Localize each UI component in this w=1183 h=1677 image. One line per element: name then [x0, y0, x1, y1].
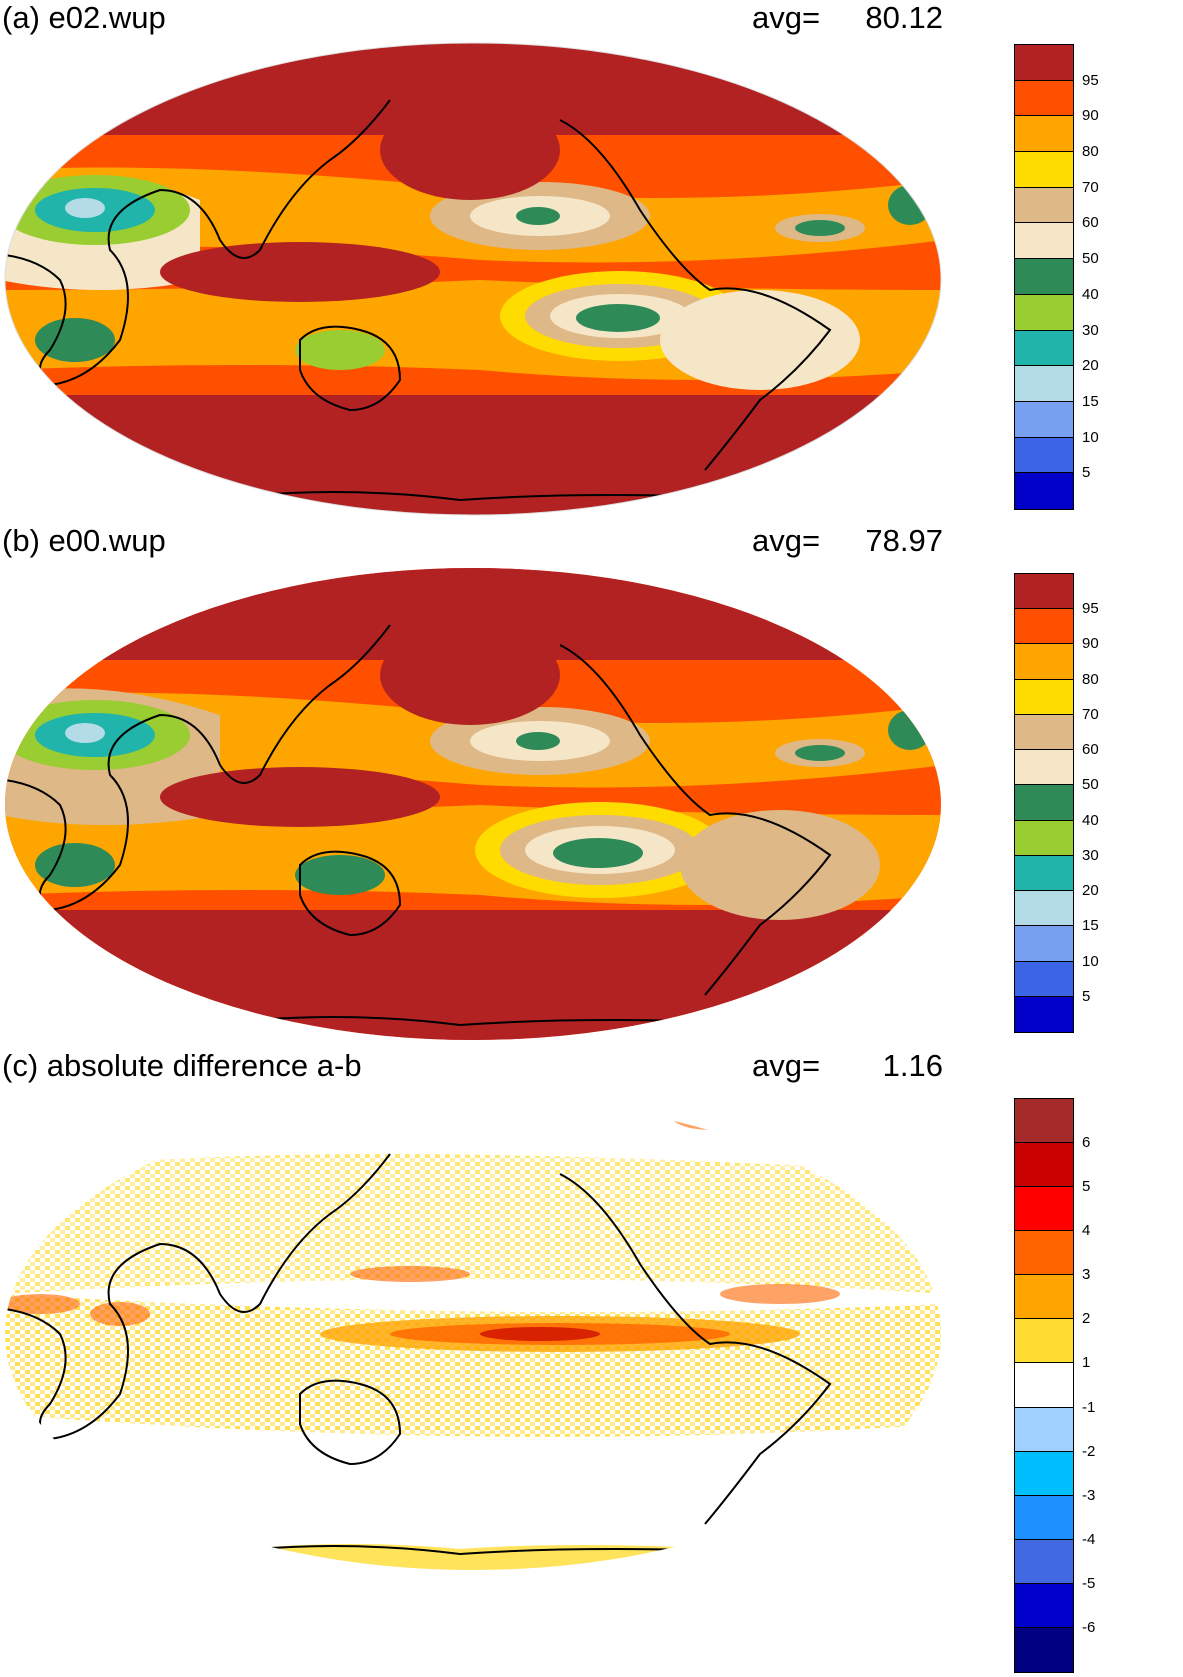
colorbar-label: 20	[1082, 357, 1099, 375]
colorbar-box	[1015, 1143, 1073, 1188]
panel-title: (c) absolute difference a-b	[2, 1048, 362, 1083]
colorbar-label: 70	[1082, 178, 1099, 196]
colorbar-label: 40	[1082, 811, 1099, 829]
colorbar-box	[1015, 1583, 1073, 1628]
colorbar-box	[1015, 679, 1073, 715]
colorbar-box	[1015, 785, 1073, 821]
colorbar-box	[1015, 609, 1073, 645]
colorbar-label: 5	[1082, 987, 1091, 1005]
colorbar-label: 4	[1082, 1222, 1091, 1240]
colorbar-label: 20	[1082, 882, 1099, 900]
avg-label: avg=	[752, 0, 821, 35]
map-a	[4, 42, 942, 516]
colorbar-box	[1015, 187, 1073, 224]
colorbar-box	[1015, 996, 1073, 1032]
colorbar-box	[1015, 1231, 1073, 1276]
colorbar-label: 50	[1082, 776, 1099, 794]
colorbar-label: 10	[1082, 428, 1099, 446]
panel-c: (c) absolute difference a-b avg= 1.16	[0, 1048, 1183, 1677]
panel-b: (b) e00.wup avg= 78.97	[0, 523, 1183, 1043]
colorbar-box	[1015, 574, 1073, 610]
colorbar-box	[1015, 1275, 1073, 1320]
colorbar-c	[1014, 1098, 1074, 1673]
colorbar-label: -6	[1082, 1618, 1096, 1636]
colorbar-label: 1	[1082, 1354, 1091, 1372]
map-c	[5, 1098, 941, 1570]
colorbar-label: 30	[1082, 846, 1099, 864]
avg-value: 80.12	[865, 0, 943, 35]
colorbar-label: -1	[1082, 1398, 1096, 1416]
panel-title: (a) e02.wup	[2, 0, 166, 35]
map-b	[5, 568, 941, 1040]
colorbar-box	[1015, 1495, 1073, 1540]
colorbar-box	[1015, 750, 1073, 786]
colorbar-box	[1015, 1539, 1073, 1584]
colorbar-label: 50	[1082, 250, 1099, 268]
colorbar-label: -5	[1082, 1574, 1096, 1592]
colorbar-box	[1015, 1363, 1073, 1408]
avg-value: 1.16	[882, 1048, 943, 1083]
colorbar-label: -4	[1082, 1530, 1096, 1548]
colorbar-box	[1015, 116, 1073, 153]
colorbar-box	[1015, 820, 1073, 856]
colorbar-box	[1015, 926, 1073, 962]
colorbar-box	[1015, 259, 1073, 295]
colorbar-box	[1015, 223, 1073, 260]
colorbar-label: 5	[1082, 464, 1091, 482]
colorbar-label: 60	[1082, 214, 1099, 232]
colorbar-label: -3	[1082, 1486, 1096, 1504]
colorbar-box	[1015, 714, 1073, 751]
colorbar-box	[1015, 330, 1073, 367]
colorbar-box	[1015, 473, 1073, 509]
panel-a: (a) e02.wup avg= 80.12	[0, 0, 1183, 520]
colorbar-box	[1015, 961, 1073, 997]
colorbar-label: 10	[1082, 952, 1099, 970]
colorbar-label: 90	[1082, 107, 1099, 125]
colorbar-label: 15	[1082, 917, 1099, 935]
colorbar-box	[1015, 437, 1073, 474]
colorbar-label: 60	[1082, 741, 1099, 759]
colorbar-box	[1015, 1627, 1073, 1672]
colorbar-box	[1015, 294, 1073, 331]
colorbar-box	[1015, 45, 1073, 81]
colorbar-label: 90	[1082, 635, 1099, 653]
colorbar-box	[1015, 1407, 1073, 1452]
colorbar-box	[1015, 401, 1073, 438]
colorbar-box	[1015, 1451, 1073, 1496]
colorbar-a	[1014, 44, 1074, 510]
colorbar-box	[1015, 366, 1073, 402]
colorbar-label: 80	[1082, 143, 1099, 161]
avg-label: avg=	[752, 1048, 821, 1083]
avg-value: 78.97	[865, 523, 943, 558]
colorbar-label: 2	[1082, 1310, 1091, 1328]
colorbar-label: 70	[1082, 705, 1099, 723]
colorbar-label: 40	[1082, 285, 1099, 303]
colorbar-box	[1015, 152, 1073, 188]
colorbar-label: 5	[1082, 1178, 1091, 1196]
colorbar-label: 6	[1082, 1134, 1091, 1152]
colorbar-label: 95	[1082, 71, 1099, 89]
colorbar-label: 30	[1082, 321, 1099, 339]
colorbar-box	[1015, 855, 1073, 892]
panel-title: (b) e00.wup	[2, 523, 166, 558]
colorbar-b	[1014, 573, 1074, 1033]
colorbar-box	[1015, 1319, 1073, 1364]
colorbar-label: -2	[1082, 1442, 1096, 1460]
colorbar-label: 95	[1082, 600, 1099, 618]
avg-label: avg=	[752, 523, 821, 558]
colorbar-box	[1015, 1099, 1073, 1144]
colorbar-label: 3	[1082, 1266, 1091, 1284]
colorbar-box	[1015, 1187, 1073, 1232]
colorbar-box	[1015, 891, 1073, 927]
colorbar-box	[1015, 644, 1073, 680]
colorbar-box	[1015, 80, 1073, 117]
colorbar-label: 15	[1082, 392, 1099, 410]
colorbar-label: 80	[1082, 670, 1099, 688]
